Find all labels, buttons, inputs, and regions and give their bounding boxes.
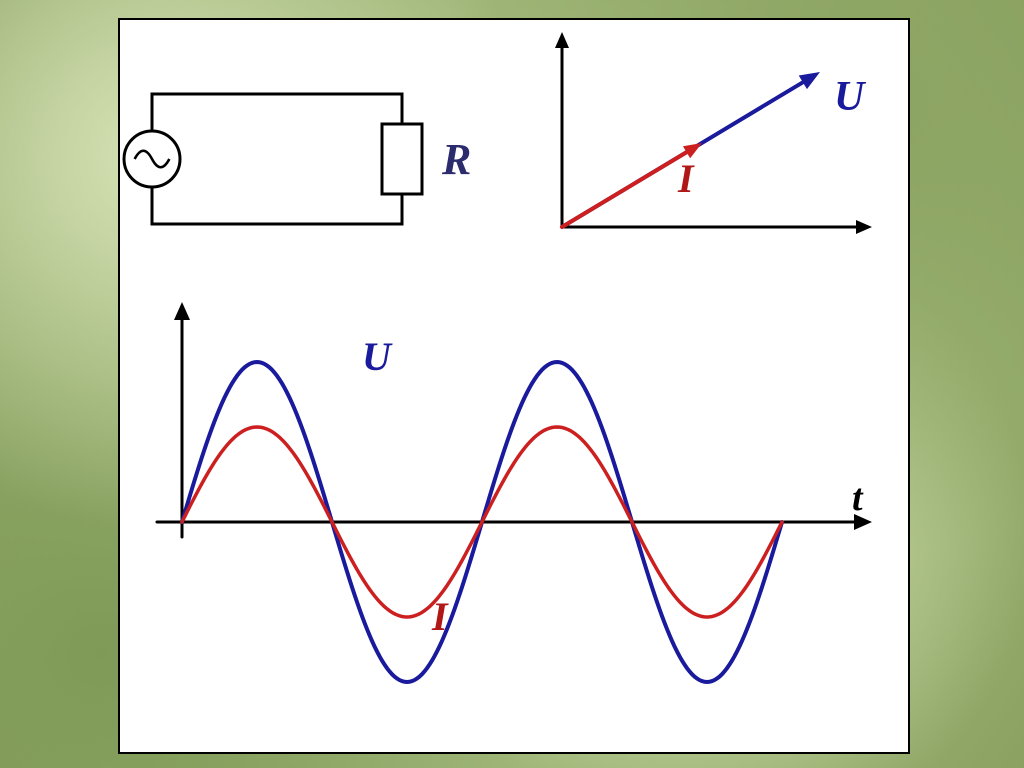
label-t: t (852, 477, 864, 519)
background: R U It U I (0, 0, 1024, 768)
resistor-icon (382, 124, 422, 194)
wire-bottom (152, 187, 402, 224)
label-I-phasor: I (677, 156, 695, 201)
label-U-phasor: U (834, 74, 867, 120)
wire-top (152, 94, 402, 131)
phasor-y-axis (555, 32, 569, 227)
phasor-x-axis (562, 220, 872, 234)
circuit-diagram (124, 94, 422, 224)
diagram-svg: R U It U I (120, 20, 908, 752)
label-I-wave: I (431, 594, 449, 639)
diagram-panel: R U It U I (118, 18, 910, 754)
label-U-wave: U (362, 334, 393, 379)
label-R: R (441, 135, 471, 184)
wave-x-axis (157, 514, 872, 530)
